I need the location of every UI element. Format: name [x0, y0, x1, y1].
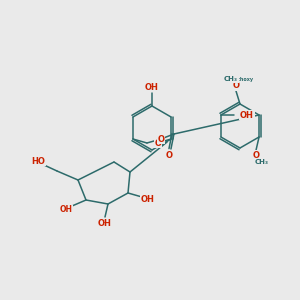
Text: O: O — [165, 152, 172, 160]
Text: methoxy: methoxy — [230, 76, 254, 82]
Text: O: O — [253, 151, 260, 160]
Text: OH: OH — [98, 220, 112, 229]
Text: O: O — [232, 82, 239, 91]
Text: CH₃: CH₃ — [224, 76, 238, 82]
Text: CH₃: CH₃ — [255, 159, 269, 165]
Text: O: O — [158, 134, 164, 143]
Text: OH: OH — [59, 206, 73, 214]
Text: HO: HO — [31, 157, 45, 166]
Text: O: O — [154, 139, 162, 148]
Text: OH: OH — [145, 82, 159, 91]
Text: OH: OH — [240, 110, 254, 119]
Text: OH: OH — [141, 196, 155, 205]
